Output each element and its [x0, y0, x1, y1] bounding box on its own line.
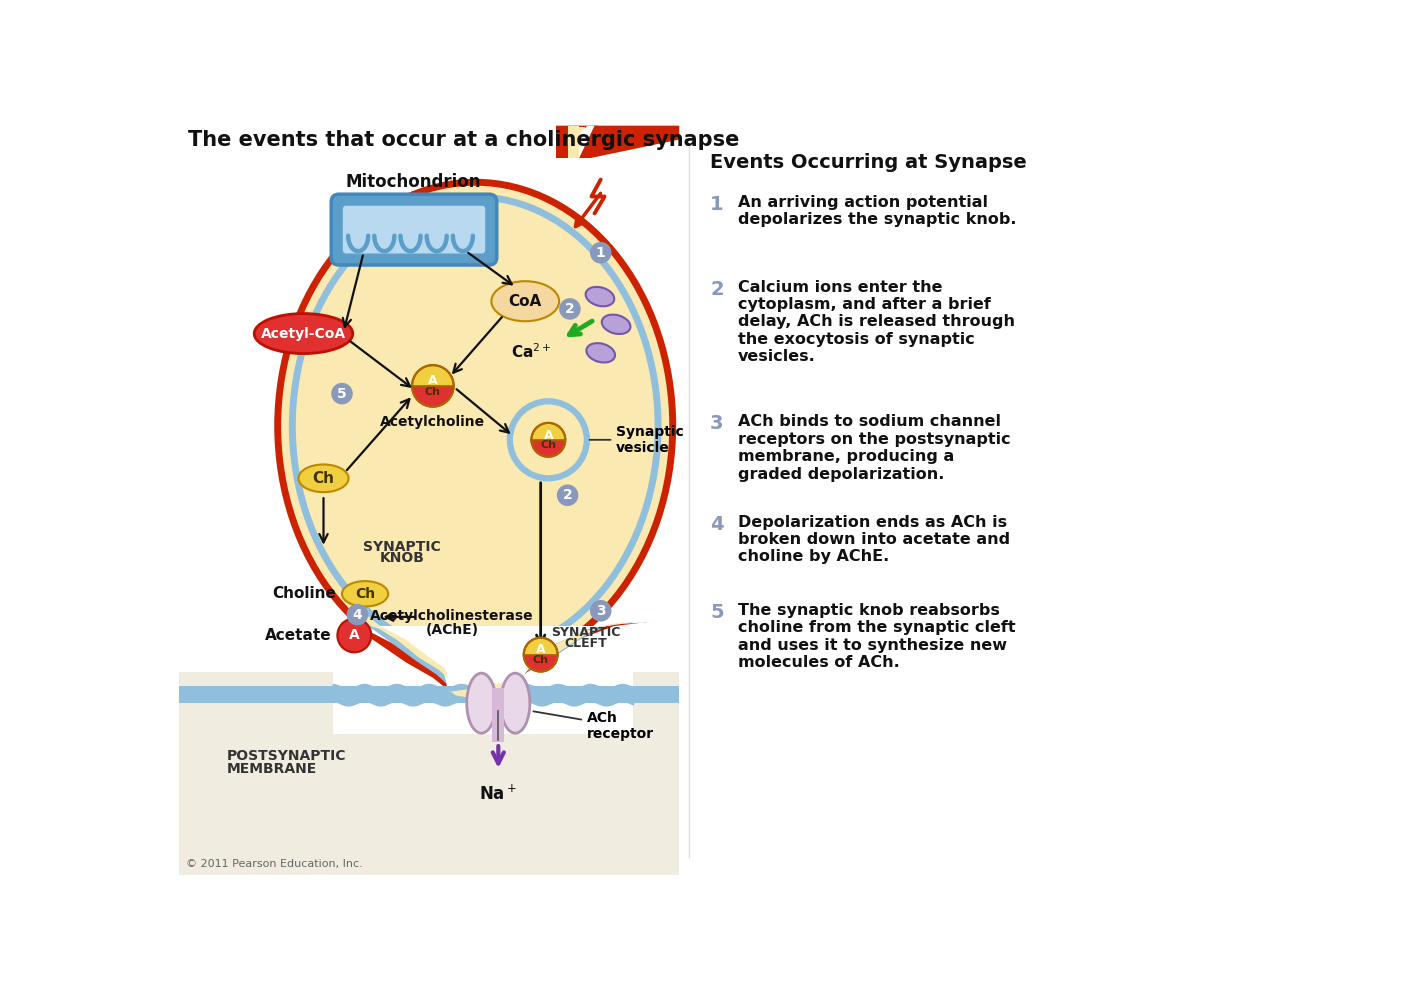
Text: 5: 5	[709, 603, 723, 622]
Ellipse shape	[254, 314, 353, 354]
Ellipse shape	[586, 343, 615, 363]
Text: MEMBRANE: MEMBRANE	[227, 762, 317, 776]
Text: POSTSYNAPTIC: POSTSYNAPTIC	[227, 749, 346, 764]
Text: The events that occur at a cholinergic synapse: The events that occur at a cholinergic s…	[188, 131, 739, 150]
Text: The synaptic knob reabsorbs
choline from the synaptic cleft
and uses it to synth: The synaptic knob reabsorbs choline from…	[737, 603, 1015, 670]
Text: ACh binds to sodium channel
receptors on the postsynaptic
membrane, producing a
: ACh binds to sodium channel receptors on…	[737, 415, 1011, 482]
Ellipse shape	[491, 281, 559, 321]
Polygon shape	[341, 622, 449, 690]
Circle shape	[559, 298, 580, 319]
Polygon shape	[449, 676, 517, 699]
Text: 1: 1	[596, 246, 606, 260]
Polygon shape	[492, 688, 505, 741]
Text: © 2011 Pearson Education, Inc.: © 2011 Pearson Education, Inc.	[186, 859, 363, 869]
Text: Ch: Ch	[355, 587, 376, 601]
Text: CoA: CoA	[509, 294, 543, 309]
Wedge shape	[531, 439, 565, 457]
Text: 3: 3	[596, 604, 606, 617]
Circle shape	[590, 242, 611, 263]
Ellipse shape	[501, 673, 530, 733]
Text: Ca$^{2+}$: Ca$^{2+}$	[512, 343, 551, 362]
Ellipse shape	[467, 673, 496, 733]
Text: Ch: Ch	[540, 440, 557, 450]
Text: Mitochondrion: Mitochondrion	[346, 173, 481, 191]
Circle shape	[338, 618, 372, 653]
Circle shape	[590, 600, 611, 621]
Ellipse shape	[586, 287, 614, 307]
Polygon shape	[179, 686, 679, 703]
Text: Depolarization ends as ACh is
broken down into acetate and
choline by AChE.: Depolarization ends as ACh is broken dow…	[737, 514, 1009, 564]
Text: SYNAPTIC: SYNAPTIC	[551, 626, 620, 639]
Polygon shape	[513, 622, 635, 684]
Wedge shape	[412, 386, 454, 407]
Text: Synaptic
vesicle: Synaptic vesicle	[590, 425, 684, 455]
Text: A: A	[544, 429, 554, 441]
Polygon shape	[179, 672, 679, 875]
Polygon shape	[590, 126, 679, 158]
Circle shape	[531, 423, 565, 457]
Polygon shape	[355, 622, 447, 684]
FancyBboxPatch shape	[331, 195, 496, 265]
Polygon shape	[557, 126, 679, 158]
Text: 3: 3	[709, 415, 723, 434]
Wedge shape	[524, 655, 558, 671]
Circle shape	[557, 485, 579, 506]
Text: KNOB: KNOB	[380, 550, 425, 564]
Text: Choline: Choline	[272, 586, 336, 602]
Text: Ch: Ch	[313, 471, 335, 486]
Text: 2: 2	[562, 489, 572, 502]
Text: 1: 1	[709, 195, 723, 214]
Text: Calcium ions enter the
cytoplasm, and after a brief
delay, ACh is released throu: Calcium ions enter the cytoplasm, and af…	[737, 279, 1015, 365]
Text: Events Occurring at Synapse: Events Occurring at Synapse	[709, 152, 1026, 172]
Ellipse shape	[601, 315, 631, 334]
Circle shape	[331, 382, 353, 404]
Text: 4: 4	[709, 514, 723, 534]
Polygon shape	[557, 126, 599, 158]
Text: A: A	[536, 644, 545, 657]
Polygon shape	[516, 622, 625, 678]
Text: Ch: Ch	[533, 655, 548, 665]
Polygon shape	[579, 126, 679, 158]
Ellipse shape	[282, 186, 669, 666]
Polygon shape	[568, 126, 579, 158]
Polygon shape	[332, 626, 634, 734]
Text: (AChE): (AChE)	[426, 623, 478, 637]
Text: Acetate: Acetate	[265, 628, 331, 643]
Text: 4: 4	[352, 607, 362, 621]
Text: Ch: Ch	[425, 387, 440, 397]
Ellipse shape	[296, 201, 655, 652]
Ellipse shape	[289, 194, 662, 659]
Polygon shape	[510, 622, 649, 690]
Circle shape	[412, 365, 454, 407]
Polygon shape	[562, 127, 585, 158]
Text: Acetylcholinesterase: Acetylcholinesterase	[370, 609, 534, 623]
Polygon shape	[557, 126, 568, 158]
Circle shape	[524, 638, 558, 671]
Text: Acetyl-CoA: Acetyl-CoA	[261, 326, 346, 340]
Polygon shape	[363, 622, 449, 678]
Text: A: A	[349, 628, 360, 643]
Circle shape	[346, 604, 369, 625]
Text: A: A	[428, 374, 437, 386]
Text: SYNAPTIC: SYNAPTIC	[363, 540, 442, 553]
Text: 2: 2	[709, 279, 723, 299]
Ellipse shape	[299, 464, 349, 492]
Text: CLEFT: CLEFT	[564, 637, 607, 650]
Text: An arriving action potential
depolarizes the synaptic knob.: An arriving action potential depolarizes…	[737, 195, 1016, 227]
Text: 2: 2	[565, 302, 575, 316]
Text: Acetylcholine: Acetylcholine	[380, 415, 485, 430]
Ellipse shape	[275, 179, 676, 673]
Ellipse shape	[342, 581, 388, 607]
FancyBboxPatch shape	[342, 205, 485, 254]
Circle shape	[510, 401, 587, 479]
Polygon shape	[590, 126, 679, 158]
Text: ACh
receptor: ACh receptor	[533, 711, 653, 741]
Text: Na$^+$: Na$^+$	[479, 784, 517, 803]
Text: 5: 5	[336, 386, 346, 401]
